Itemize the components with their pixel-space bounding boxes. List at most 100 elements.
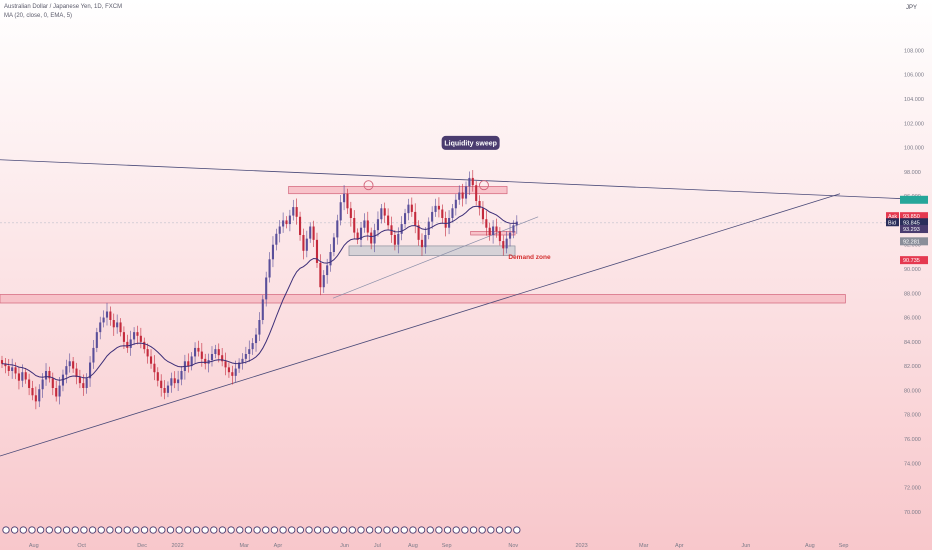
x-tick-label: Jun	[741, 543, 750, 549]
candle-body	[210, 354, 214, 361]
candle-body	[441, 209, 444, 218]
demand-zone-label: Demand zone	[508, 254, 551, 261]
candle-body	[346, 193, 349, 209]
candle	[414, 203, 417, 234]
candle-body	[275, 233, 278, 245]
price-axis[interactable]: 70.000 72.000 74.000 76.000 78.000 80.000 82.0…	[886, 48, 928, 516]
indicator-label[interactable]: MA (20, close, 0, EMA, 5)	[4, 13, 73, 19]
candle	[441, 204, 444, 224]
candle	[380, 204, 383, 224]
candle	[95, 327, 98, 353]
price-tag-value: 92.281	[903, 239, 920, 245]
candle	[92, 340, 95, 369]
candle-body	[468, 177, 471, 187]
candle-body	[366, 220, 369, 233]
candle	[170, 372, 173, 393]
event-icon	[201, 526, 209, 534]
candle-body	[116, 322, 119, 328]
event-icon	[11, 526, 19, 534]
candle	[180, 366, 183, 386]
event-icon	[296, 526, 305, 534]
y-tick-label: 74.000	[904, 461, 921, 467]
time-axis[interactable]: Aug Oct Dec 2022 Mar Apr Jun Jul Aug Sep Nov 2023 Ma…	[29, 543, 849, 549]
candle-body	[343, 193, 346, 203]
candle	[173, 371, 176, 389]
candle-body	[109, 311, 112, 320]
candle-body	[48, 371, 51, 379]
price-tag: Bid 93.845	[886, 218, 928, 227]
symbol-title[interactable]: Australian Dollar / Japanese Yen, 1D, FX…	[4, 4, 123, 10]
candle-body	[397, 233, 400, 245]
x-tick-label: Aug	[29, 543, 39, 549]
candle-body	[105, 311, 109, 318]
candle-body	[265, 277, 268, 300]
candle-body	[180, 371, 183, 380]
candle-body	[373, 230, 376, 244]
candle-body	[481, 208, 484, 220]
candle-body	[414, 211, 417, 226]
price-tag: Ask 93.850	[886, 212, 928, 221]
candle-body	[78, 377, 81, 384]
candle	[251, 338, 254, 355]
candle	[187, 353, 190, 373]
candle-body	[431, 211, 434, 222]
candle	[68, 353, 71, 373]
x-tick-label: Aug	[408, 543, 418, 549]
candle-body	[0, 360, 4, 364]
x-tick-label: Sep	[442, 543, 452, 549]
candle	[234, 360, 237, 383]
event-icon	[106, 526, 114, 534]
event-icon	[417, 526, 426, 534]
candle-body	[149, 356, 153, 364]
candle-body	[177, 379, 180, 384]
candle	[417, 220, 420, 246]
event-icon	[443, 526, 452, 534]
candle	[227, 362, 230, 378]
candle-body	[478, 201, 481, 209]
candle	[282, 212, 285, 233]
candle	[275, 228, 278, 251]
candle-body	[126, 341, 129, 348]
candle	[99, 316, 102, 340]
price-tag-box	[900, 195, 928, 204]
candle-body	[68, 361, 71, 367]
candle	[258, 312, 261, 342]
price-tag-value: 93.850	[903, 214, 920, 220]
candle	[420, 233, 424, 256]
candle-body	[55, 388, 58, 397]
candle	[353, 210, 356, 240]
event-icon	[97, 526, 105, 534]
candle-body	[295, 207, 298, 217]
ema-line	[1, 205, 517, 381]
supply-zone	[288, 186, 508, 195]
event-icon	[478, 526, 486, 534]
candle	[475, 180, 478, 206]
candle-body	[498, 231, 501, 242]
candle	[288, 209, 291, 232]
event-icon	[262, 526, 270, 534]
event-icon	[383, 526, 391, 534]
price-tag-value: 93.845	[903, 220, 920, 226]
event-icon	[253, 526, 261, 534]
candle	[65, 359, 68, 384]
candle	[451, 204, 454, 223]
liquidity-sweep-callout	[441, 135, 500, 150]
candle-body	[244, 354, 247, 359]
candle	[85, 373, 88, 394]
candle	[149, 349, 153, 369]
price-tag-box	[900, 225, 928, 234]
event-icon	[469, 526, 478, 534]
candle-body	[454, 199, 457, 209]
annotations-layer: Liquidity sweep Demand zone	[363, 135, 551, 261]
candle-body	[51, 378, 54, 388]
price-tag: 92.281	[900, 237, 928, 246]
candle	[139, 327, 142, 349]
candle-body	[92, 347, 95, 363]
candle	[387, 208, 390, 231]
price-tag-side-text: Bid	[888, 220, 896, 226]
y-tick-label: 106.000	[904, 73, 924, 79]
price-tag-box	[900, 212, 928, 221]
candle-body	[14, 367, 17, 374]
candle-body	[387, 215, 390, 226]
